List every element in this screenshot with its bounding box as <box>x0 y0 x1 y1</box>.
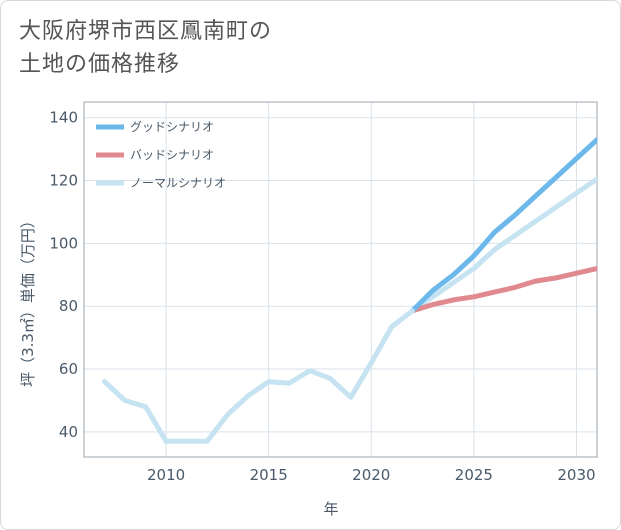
y-tick-label: 100 <box>49 234 78 252</box>
series-line-normal <box>409 176 597 314</box>
x-tick-label: 2030 <box>557 466 595 484</box>
y-tick-label: 40 <box>59 423 78 441</box>
chart-title-line-1: 大阪府堺市西区鳳南町の <box>19 19 273 44</box>
chart-title: 大阪府堺市西区鳳南町の 土地の価格推移 <box>19 15 579 81</box>
legend-label: グッドシナリオ <box>130 120 214 134</box>
x-tick-label: 2025 <box>455 466 493 484</box>
y-axis-title: 坪（3.3㎡）単価（万円） <box>19 213 37 387</box>
y-tick-label: 140 <box>49 109 78 127</box>
plot-area-border <box>83 101 598 458</box>
y-tick-label: 60 <box>59 360 78 378</box>
series-line-bad <box>409 266 597 314</box>
x-tick-label: 2010 <box>147 466 185 484</box>
tick-labels: 2010 2015 2020 2025 2030 40 60 80 100 120 140 <box>49 109 595 484</box>
history-line <box>102 308 415 444</box>
x-tick-label: 2020 <box>352 466 390 484</box>
y-tick-label: 80 <box>59 297 78 315</box>
series-line-good <box>409 137 597 314</box>
x-tick-label: 2015 <box>250 466 288 484</box>
legend-label: ノーマルシナリオ <box>130 176 226 190</box>
grid-lines <box>84 102 597 457</box>
x-axis-title: 年 <box>323 500 338 518</box>
legend-label: バッドシナリオ <box>130 148 214 162</box>
chart-title-line-2: 土地の価格推移 <box>19 52 181 77</box>
y-tick-label: 120 <box>49 172 78 190</box>
series-lines <box>102 137 597 444</box>
